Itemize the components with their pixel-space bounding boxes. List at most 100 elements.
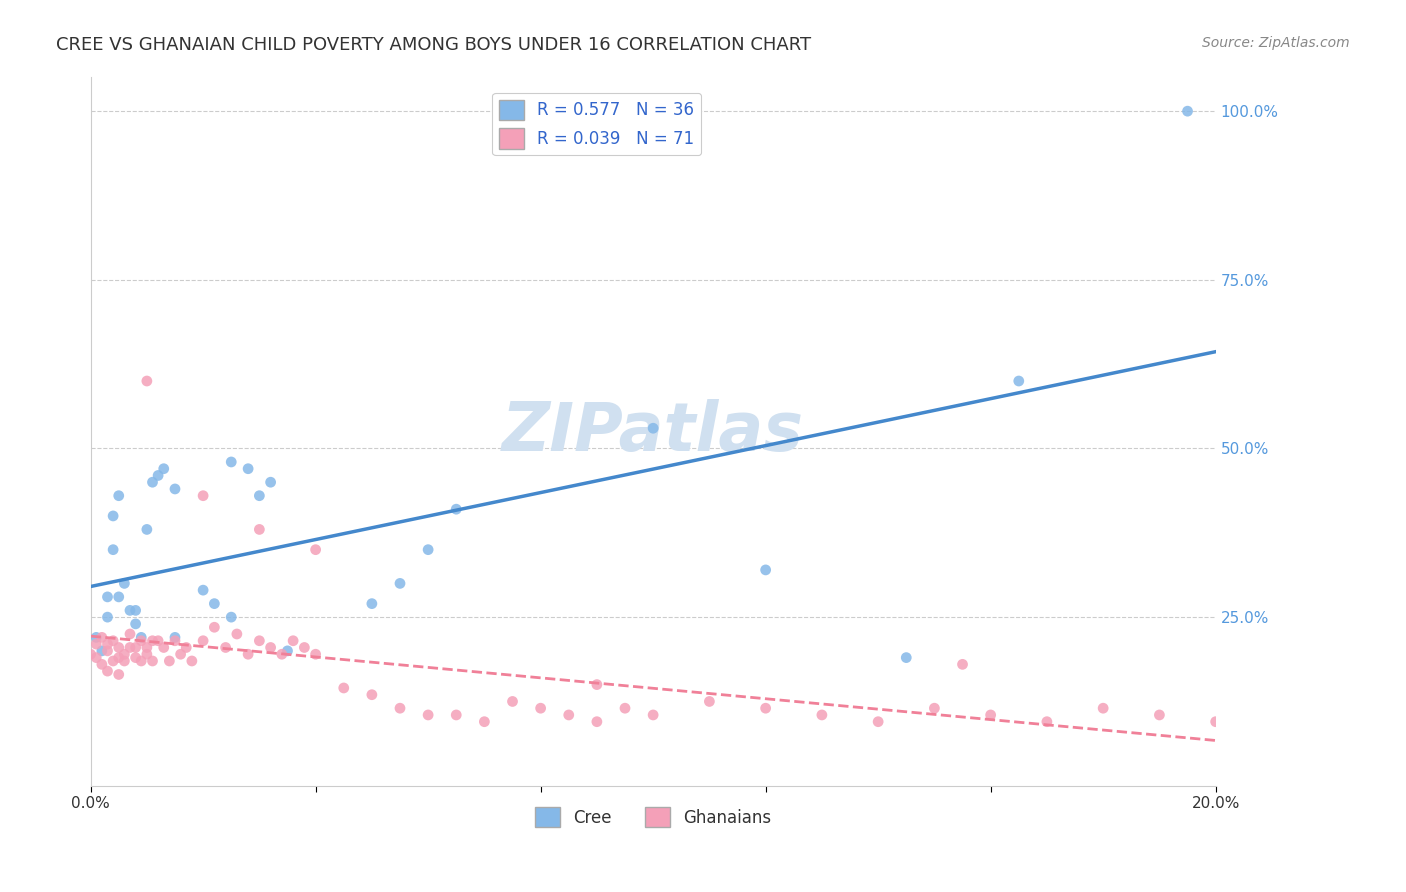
- Point: [868, 714, 890, 729]
- Point: [236, 461, 259, 475]
- Point: [129, 654, 152, 668]
- Point: [180, 654, 202, 668]
- Point: [586, 714, 609, 729]
- Point: [360, 688, 382, 702]
- Point: [292, 640, 315, 655]
- Point: [281, 633, 304, 648]
- Point: [699, 694, 721, 708]
- Point: [980, 708, 1002, 723]
- Point: [101, 542, 124, 557]
- Point: [101, 654, 124, 668]
- Point: [388, 701, 411, 715]
- Point: [586, 677, 609, 691]
- Point: [124, 603, 146, 617]
- Point: [643, 421, 665, 435]
- Point: [107, 667, 129, 681]
- Point: [502, 694, 524, 708]
- Point: [1092, 701, 1115, 715]
- Point: [247, 489, 270, 503]
- Point: [96, 610, 118, 624]
- Point: [446, 502, 468, 516]
- Point: [474, 714, 496, 729]
- Point: [418, 708, 440, 723]
- Point: [124, 640, 146, 655]
- Point: [124, 650, 146, 665]
- Point: [247, 633, 270, 648]
- Point: [96, 637, 118, 651]
- Point: [896, 650, 918, 665]
- Point: [152, 640, 174, 655]
- Point: [174, 640, 197, 655]
- Point: [118, 627, 141, 641]
- Point: [643, 708, 665, 723]
- Point: [96, 664, 118, 678]
- Point: [90, 657, 112, 672]
- Point: [101, 508, 124, 523]
- Point: [152, 461, 174, 475]
- Legend: Cree, Ghanaians: Cree, Ghanaians: [529, 800, 778, 834]
- Point: [163, 633, 186, 648]
- Point: [135, 647, 157, 661]
- Point: [614, 701, 637, 715]
- Point: [79, 647, 101, 661]
- Point: [169, 647, 191, 661]
- Point: [107, 640, 129, 655]
- Text: CREE VS GHANAIAN CHILD POVERTY AMONG BOYS UNDER 16 CORRELATION CHART: CREE VS GHANAIAN CHILD POVERTY AMONG BOY…: [56, 36, 811, 54]
- Point: [96, 644, 118, 658]
- Point: [259, 475, 281, 490]
- Point: [270, 647, 292, 661]
- Point: [146, 468, 169, 483]
- Point: [1177, 104, 1199, 119]
- Point: [202, 597, 225, 611]
- Point: [1008, 374, 1031, 388]
- Point: [304, 647, 326, 661]
- Point: [558, 708, 581, 723]
- Point: [84, 650, 107, 665]
- Point: [157, 654, 180, 668]
- Point: [118, 640, 141, 655]
- Point: [112, 647, 135, 661]
- Point: [112, 576, 135, 591]
- Point: [191, 489, 214, 503]
- Point: [304, 542, 326, 557]
- Point: [141, 633, 163, 648]
- Point: [129, 633, 152, 648]
- Point: [202, 620, 225, 634]
- Point: [219, 455, 242, 469]
- Point: [107, 590, 129, 604]
- Point: [84, 631, 107, 645]
- Point: [141, 654, 163, 668]
- Point: [96, 590, 118, 604]
- Point: [530, 701, 553, 715]
- Point: [1205, 714, 1227, 729]
- Point: [124, 616, 146, 631]
- Point: [191, 633, 214, 648]
- Point: [135, 523, 157, 537]
- Point: [276, 644, 298, 658]
- Point: [952, 657, 974, 672]
- Point: [259, 640, 281, 655]
- Point: [90, 644, 112, 658]
- Point: [84, 637, 107, 651]
- Text: Source: ZipAtlas.com: Source: ZipAtlas.com: [1202, 36, 1350, 50]
- Text: ZIPatlas: ZIPatlas: [502, 399, 804, 465]
- Point: [214, 640, 236, 655]
- Point: [146, 633, 169, 648]
- Point: [219, 610, 242, 624]
- Point: [755, 563, 778, 577]
- Point: [90, 631, 112, 645]
- Point: [191, 583, 214, 598]
- Point: [141, 475, 163, 490]
- Point: [163, 631, 186, 645]
- Point: [1149, 708, 1171, 723]
- Point: [418, 542, 440, 557]
- Point: [332, 681, 354, 695]
- Point: [388, 576, 411, 591]
- Point: [236, 647, 259, 661]
- Point: [135, 374, 157, 388]
- Point: [163, 482, 186, 496]
- Point: [755, 701, 778, 715]
- Point: [1036, 714, 1059, 729]
- Point: [924, 701, 946, 715]
- Point: [225, 627, 247, 641]
